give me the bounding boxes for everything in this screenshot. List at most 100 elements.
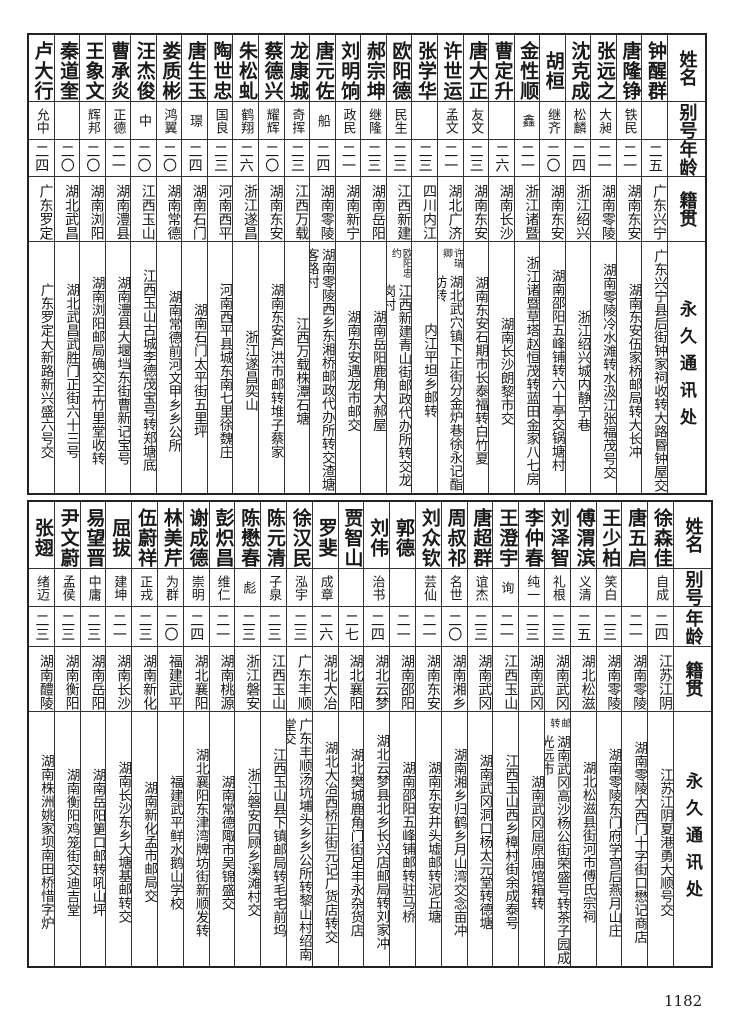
header-age: 年龄: [674, 607, 711, 647]
person-age-text: 二三: [467, 144, 484, 172]
person-native-place: 湖南澧县: [105, 177, 131, 242]
person-name-text: 周叔祁: [444, 508, 467, 568]
person-native-place-text: 湖南新宁: [344, 184, 361, 240]
person-native-place-text: 浙江诸暨: [523, 184, 540, 240]
person-age: 二六: [233, 140, 258, 177]
person-native-place-text: 湖北云梦: [373, 654, 390, 710]
person-alias: 松麟: [565, 102, 591, 140]
person-native-place-text: 湖南澧县: [114, 184, 131, 240]
header-alias-text: 别号: [682, 569, 704, 606]
person-native-place-text: 湖南零陵: [318, 184, 335, 240]
person-address: 江西玉山西乡樟村街余成泰号: [493, 712, 518, 966]
person-address: 湖北松滋县街河市傅氏宗祠: [571, 712, 596, 966]
person-alias-text: 鑫: [519, 114, 535, 127]
person-address: 湖南岳阳筻口邮转吼山坪: [81, 712, 105, 966]
person-address: 湖南东安芦洪市邮转堆子蔡家: [259, 242, 284, 493]
person-address-text: 湖南石门太平街五里坪: [190, 303, 207, 438]
person-alias: 友文: [463, 102, 489, 140]
person-native-place-text: 湖南长沙: [115, 654, 132, 710]
person-name-text: 曹承炎: [108, 41, 131, 101]
person-address-text: 湖北大冶西桥正街元记广货店转交: [321, 740, 338, 944]
person-native-place: 江西玉山: [493, 647, 519, 712]
person-age-text: 二三: [472, 612, 489, 641]
person-column: 唐五启 二一 湖南零陵 湖南零陵大西门十字街口懋记商店: [621, 502, 648, 966]
person-address-text: 湖南东安井头墟邮转泥丘塘: [424, 761, 441, 923]
person-native-place: 江西万载: [284, 177, 310, 242]
person-native-place: 湖南岳阳: [361, 177, 386, 242]
person-address-text: 广东罗定大新路新兴盛六号交: [37, 282, 54, 459]
person-address-text: 湖南东安石期市长泰福转白竹夏: [472, 276, 489, 465]
person-name: 徐森佳: [648, 502, 673, 569]
person-age-text: 二一: [339, 144, 356, 172]
person-name-text: 娄质彬: [159, 41, 182, 101]
person-name-text: 唐五启: [625, 508, 648, 568]
header-address-text: 永久通讯处: [676, 300, 696, 435]
person-alias-text: 名世: [446, 574, 462, 601]
person-alias-text: 鸿翼: [161, 107, 177, 134]
person-alias: 鹤翔: [233, 102, 258, 140]
person-name: 曹定升: [489, 35, 514, 102]
person-age-text: 二〇: [544, 144, 561, 172]
person-alias: 正德: [105, 102, 131, 140]
person-age: 二三: [596, 607, 622, 647]
person-column: 徐汉民 泓宇 二三 广东丰顺 广东丰顺汤坑埔头乡乡公所转黎山村绍南堂交: [286, 502, 312, 966]
person-age: 二一: [105, 140, 131, 177]
person-alias: 建坤: [106, 569, 132, 607]
address-note: 邮转: [547, 718, 570, 728]
person-native-place: 江苏江阴: [648, 647, 673, 712]
person-address-text: 福建武平鲜水鹅山学校: [166, 774, 183, 910]
person-name: 许世运: [437, 35, 463, 102]
person-column: 唐生玉璟二四 湖南石门 湖南石门太平街五里坪: [181, 35, 207, 493]
person-name: 易望晋: [80, 502, 106, 569]
person-name-text: 陈懋春: [238, 508, 261, 568]
person-name: 胡桓: [540, 35, 565, 102]
person-age-text: 二一: [420, 612, 437, 641]
person-age-text: 二三: [212, 144, 229, 172]
person-age: 二一: [437, 140, 463, 177]
person-name-text: 欧阳德: [389, 41, 412, 101]
header-native: 籍贯: [674, 647, 711, 712]
header-alias: 别号: [674, 569, 711, 607]
person-native-place-text: 江西玉山: [502, 654, 519, 710]
person-alias: [622, 569, 648, 607]
person-column: 朱松虬 鹤翔 二六 浙江遂昌 浙江遂昌奕山: [232, 35, 258, 493]
person-native-place: 湖南浏阳: [80, 177, 105, 242]
person-age: 二一: [514, 140, 540, 177]
person-alias: 璟: [182, 102, 207, 140]
person-column: 屈拔 建坤 二一 湖南长沙 湖南长沙东乡大塘基邮转交: [105, 502, 132, 966]
person-age-text: 二四: [570, 144, 587, 172]
person-name: 林美芹: [158, 502, 183, 569]
person-age: 二四: [565, 140, 591, 177]
person-address-text: 浙江诸暨草塔赵恒茂转蓝田金家八七房: [523, 255, 540, 486]
person-alias: 子泉: [261, 569, 287, 607]
person-name-text: 刘众钦: [418, 508, 441, 568]
person-age-text: 二六: [237, 144, 254, 172]
person-column: 伍蔚祥 正戎 二三 湖南新化 湖南新化孟市邮局交: [131, 502, 158, 966]
person-native-place-text: 湖南岳阳: [89, 654, 106, 710]
person-column: 彭炽昌 维仁 二一 湖南桃源 湖南常德陬市吴锦盛交: [208, 502, 235, 966]
person-address-text: 湖南澧县大堰垱东街曹新记宝号: [114, 276, 131, 465]
person-age-text: 二一: [214, 612, 231, 641]
person-alias-text: 泓宇: [291, 574, 307, 601]
person-native-place-text: 浙江磐安: [244, 654, 261, 710]
person-address: 江西新建青山街邮政代办所转交龙岗村 欧阳忠约: [387, 242, 412, 493]
person-column: 尹文蔚 孟侯 二三 湖南衡阳 湖南衡阳鸡笼街交迪吉堂: [53, 502, 80, 966]
person-address-text: 湖南常德前河文甲乡乡公所: [165, 289, 182, 452]
person-alias: [642, 102, 667, 140]
person-age: 二六: [489, 140, 514, 177]
person-native-place: 湖南长沙: [106, 647, 132, 712]
person-alias-text: 松麟: [570, 107, 586, 134]
person-name-text: 刘泽智: [547, 508, 570, 568]
person-alias-text: 绪迈: [33, 574, 49, 601]
person-name-text: 陶世忠: [210, 41, 233, 101]
person-name-text: 张学华: [414, 41, 437, 101]
person-alias-text: 继隆: [366, 107, 382, 134]
person-alias: 询: [493, 569, 519, 607]
person-name: 蔡德兴: [259, 35, 284, 102]
person-native-place-text: 江西新建: [395, 184, 412, 240]
person-native-place-text: 湖南东安: [472, 184, 489, 240]
person-native-place: 四川内江: [412, 177, 437, 242]
person-age-text: 二五: [575, 612, 592, 641]
person-name: 陈元清: [261, 502, 287, 569]
person-name: 张翅: [29, 502, 54, 569]
